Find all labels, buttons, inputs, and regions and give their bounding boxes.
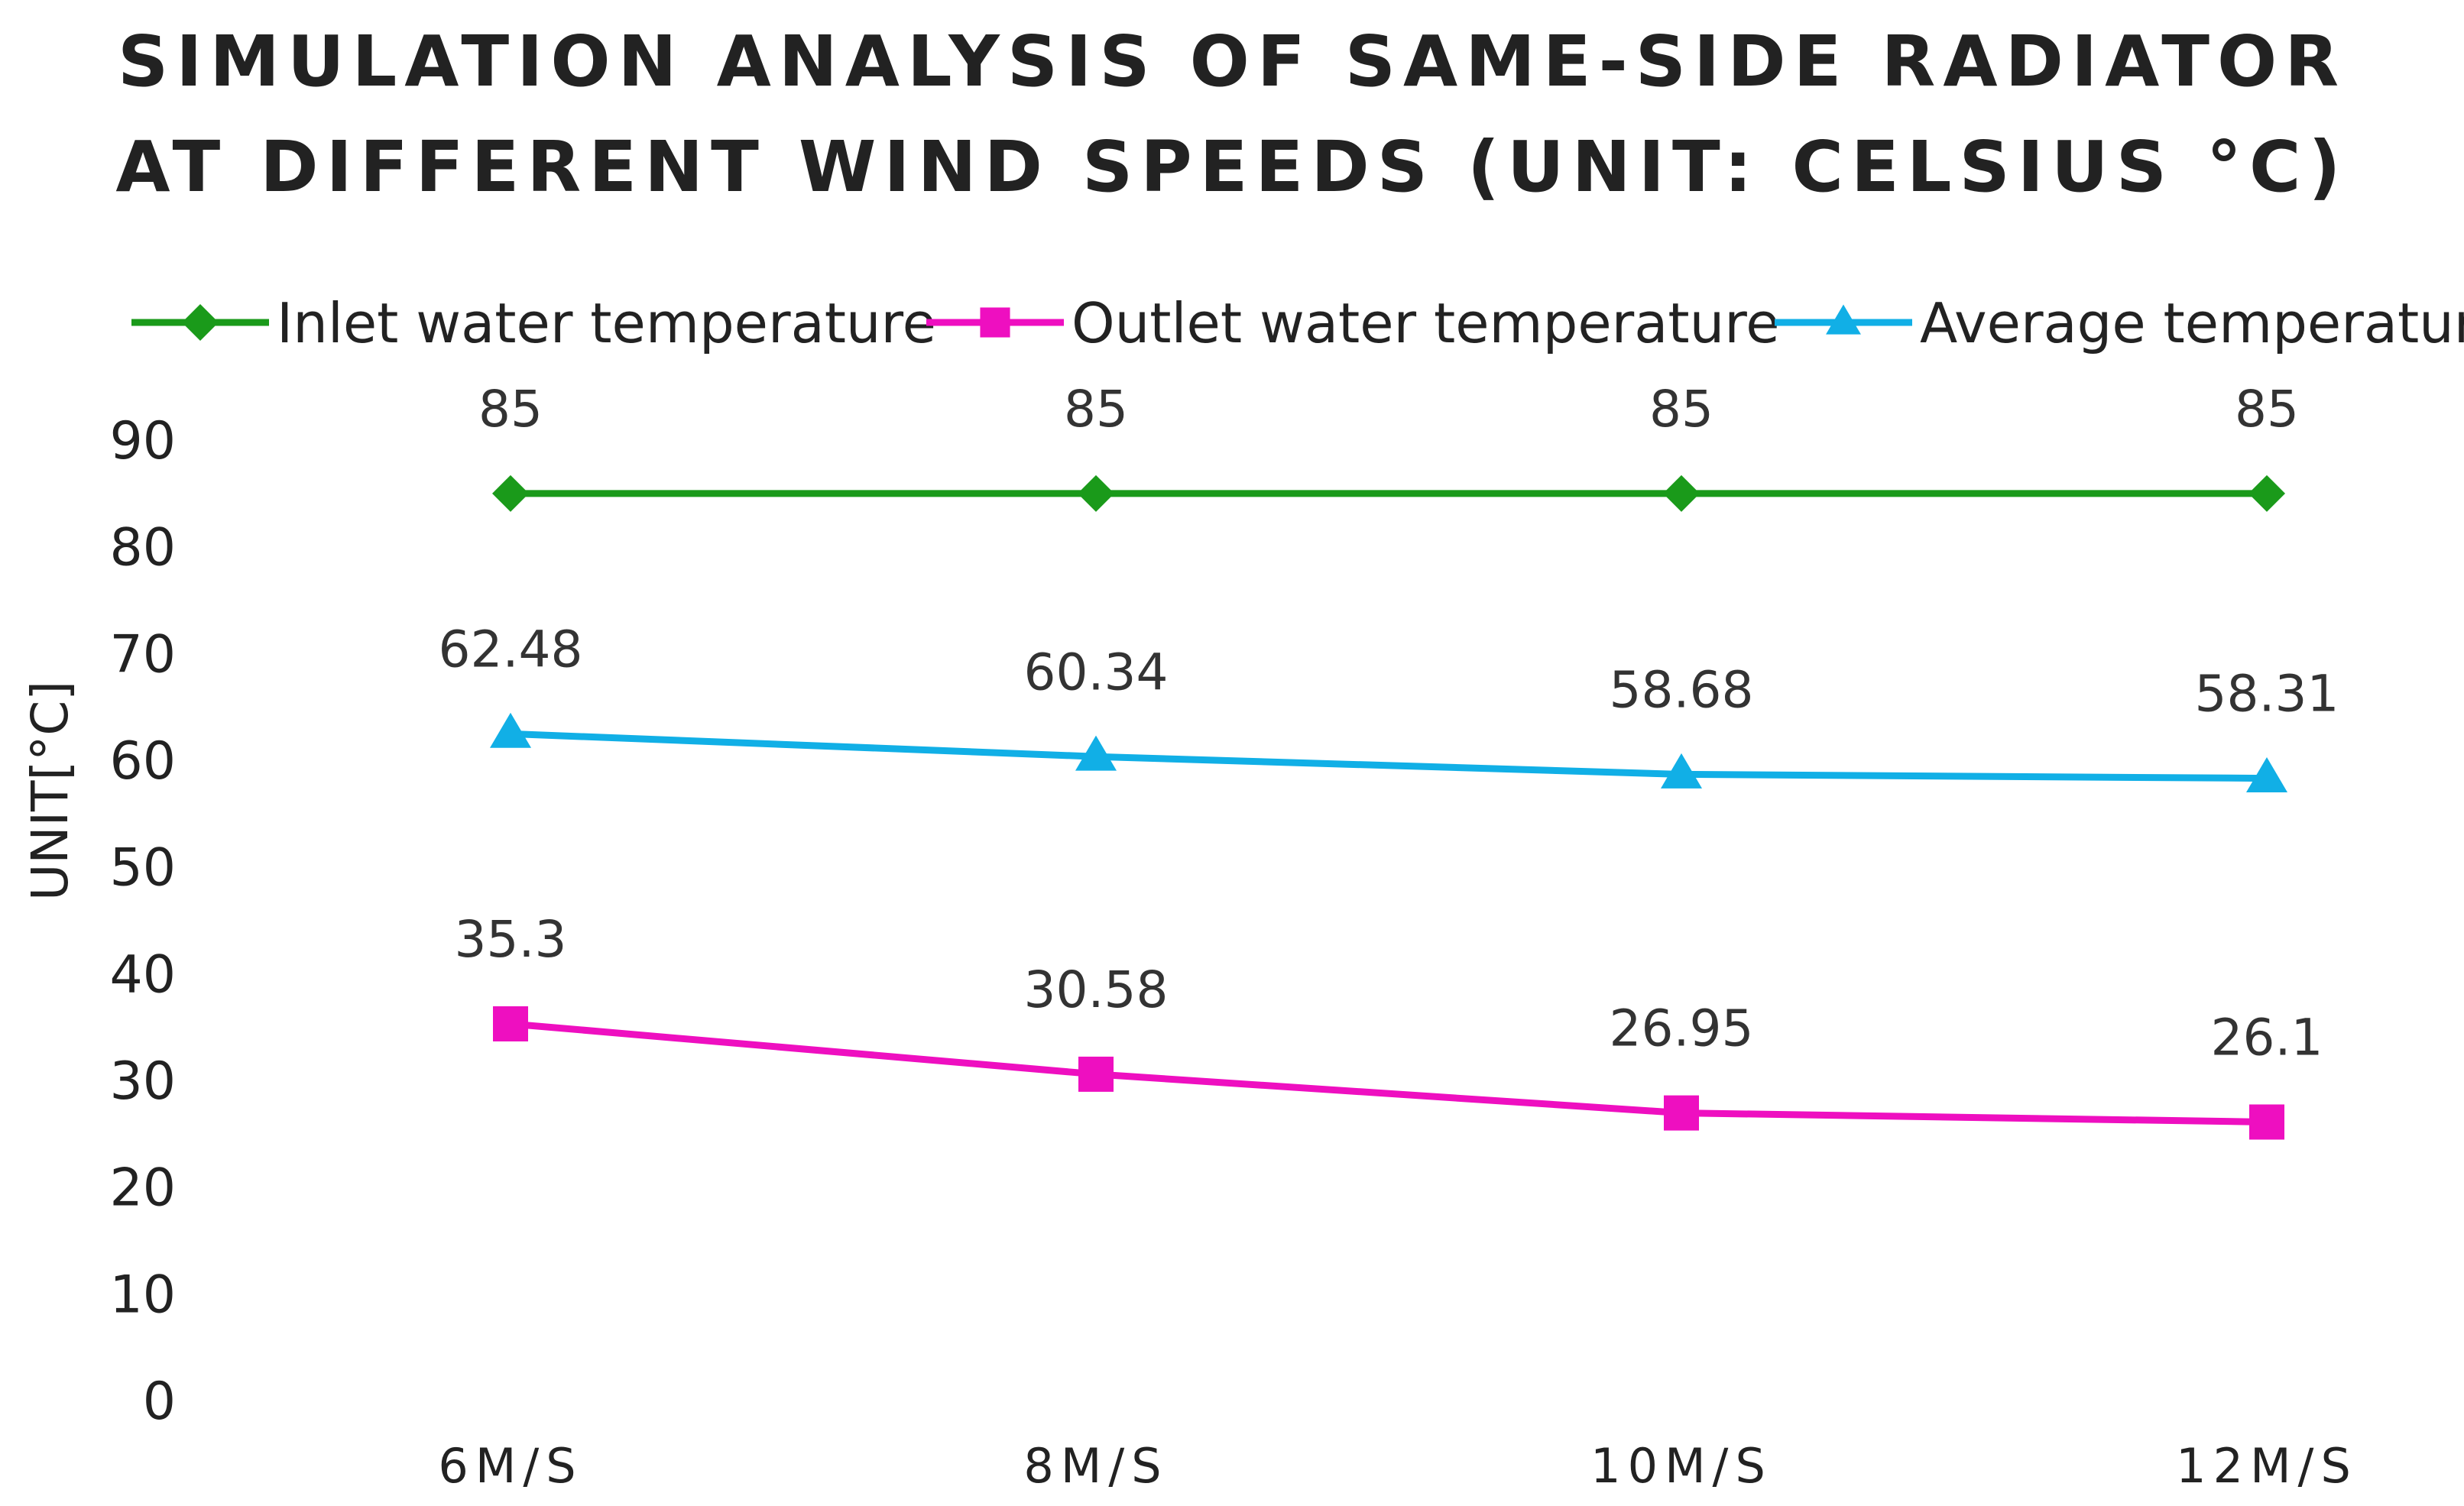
legend-item: Average temperature xyxy=(1775,291,2464,355)
series-line xyxy=(510,730,2268,782)
y-tick-label: 70 xyxy=(109,624,176,685)
data-label: 85 xyxy=(1064,380,1128,439)
x-tick-label: 8M/S xyxy=(1023,1438,1168,1494)
y-tick-label: 10 xyxy=(109,1265,176,1325)
data-label: 26.1 xyxy=(2211,1008,2323,1067)
y-tick-label: 30 xyxy=(109,1051,176,1112)
data-point xyxy=(2248,474,2285,512)
legend-item: Outlet water temperature xyxy=(926,291,1780,355)
chart-title-line-2: AT DIFFERENT WIND SPEEDS (UNIT: CELSIUS … xyxy=(115,126,2348,208)
data-point xyxy=(492,474,529,512)
data-point xyxy=(1664,1095,1699,1131)
y-tick-label: 60 xyxy=(109,731,176,792)
data-point xyxy=(1661,753,1702,789)
legend: Inlet water temperature Outlet water temp… xyxy=(131,291,2464,355)
legend-label: Inlet water temperature xyxy=(277,291,936,355)
y-axis-label: UNIT[°C] xyxy=(21,681,79,901)
data-labels: 85 85 85 85 35.3 30.58 26.95 26.1 62.48 60.34 58.6… xyxy=(439,380,2339,1067)
data-label: 85 xyxy=(2235,380,2299,439)
legend-marker xyxy=(980,307,1010,338)
x-axis-ticks: 6M/S 8M/S 10M/S 12M/S xyxy=(438,1438,2358,1494)
y-tick-label: 80 xyxy=(109,518,176,578)
legend-marker xyxy=(1826,304,1861,335)
legend-marker-group xyxy=(182,304,219,341)
data-point xyxy=(1663,474,1700,512)
legend-marker-group xyxy=(980,307,1010,338)
data-point xyxy=(490,712,531,748)
data-point xyxy=(493,1006,528,1041)
y-axis-ticks: 0 10 20 30 40 50 60 70 80 90 xyxy=(109,411,176,1432)
legend-label: Outlet water temperature xyxy=(1072,291,1780,355)
y-tick-label: 0 xyxy=(143,1372,176,1432)
data-point xyxy=(2249,1104,2284,1140)
y-tick-label: 90 xyxy=(109,411,176,471)
x-tick-label: 12M/S xyxy=(2176,1438,2358,1494)
data-point xyxy=(1075,735,1117,771)
data-label: 58.68 xyxy=(1610,660,1754,719)
data-label: 85 xyxy=(478,380,543,439)
chart-title-line-1: SIMULATION ANALYSIS OF SAME-SIDE RADIATO… xyxy=(118,21,2346,102)
y-tick-label: 20 xyxy=(109,1158,176,1219)
series-markers xyxy=(490,474,2287,1140)
series-lines xyxy=(510,490,2268,1125)
y-tick-label: 50 xyxy=(109,838,176,899)
data-label: 30.58 xyxy=(1024,960,1169,1019)
data-point xyxy=(1078,1056,1114,1092)
data-label: 26.95 xyxy=(1610,999,1754,1058)
data-label: 85 xyxy=(1649,380,1713,439)
x-tick-label: 6M/S xyxy=(438,1438,582,1494)
data-label: 35.3 xyxy=(455,910,567,969)
data-point xyxy=(1078,474,1114,512)
legend-label: Average temperature xyxy=(1920,291,2464,355)
data-point xyxy=(2246,757,2287,793)
data-label: 58.31 xyxy=(2195,665,2339,724)
y-tick-label: 40 xyxy=(109,944,176,1005)
legend-item: Inlet water temperature xyxy=(131,291,936,355)
data-label: 60.34 xyxy=(1024,643,1169,701)
chart-title: SIMULATION ANALYSIS OF SAME-SIDE RADIATO… xyxy=(115,21,2348,208)
series-line xyxy=(510,1020,2268,1125)
x-tick-label: 10M/S xyxy=(1590,1438,1772,1494)
legend-marker-group xyxy=(1826,304,1861,335)
legend-marker xyxy=(182,304,219,341)
data-label: 62.48 xyxy=(439,620,583,679)
